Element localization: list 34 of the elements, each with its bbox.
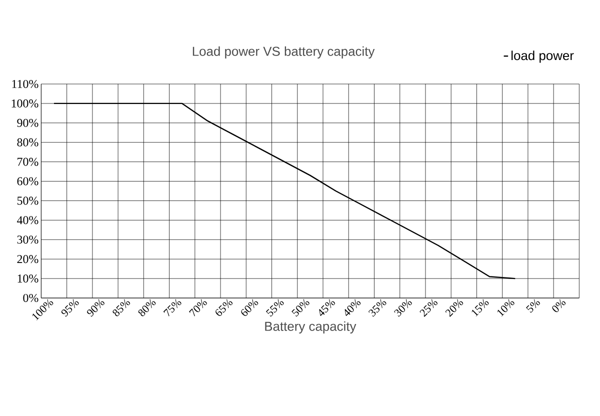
x-tick-label: 15% (472, 299, 489, 317)
x-tick-label: 85% (112, 299, 130, 316)
y-tick-label: 50% (17, 196, 38, 205)
x-tick-label: 65% (216, 299, 233, 316)
x-tick-label: 5% (526, 299, 540, 313)
y-tick-label: 90% (17, 118, 38, 127)
x-tick-label: 60% (241, 299, 258, 316)
y-tick-label: 70% (18, 158, 38, 166)
y-tick-label: 60% (17, 177, 38, 186)
x-tick-label: 70% (188, 299, 207, 316)
x-axis-title: Battery capacity (265, 321, 356, 334)
x-tick-label: 10% (497, 299, 514, 317)
x-tick-label: 50% (292, 299, 310, 317)
x-tick-label: 45% (319, 299, 336, 316)
y-tick-label: 110% (12, 80, 38, 88)
y-tick-label: 80% (17, 138, 38, 146)
x-tick-label: 20% (445, 299, 464, 317)
x-tick-label: 30% (394, 299, 412, 317)
chart-title: Load power VS battery capacity (192, 46, 375, 58)
x-tick-label: 0% (552, 299, 566, 312)
x-tick-label: 90% (87, 299, 104, 317)
y-tick-label: 40% (16, 216, 38, 224)
x-tick-label: 80% (138, 299, 156, 316)
y-tick-label: 100% (12, 99, 38, 108)
legend-label: load power (512, 50, 574, 63)
y-tick-label: 20% (17, 255, 38, 264)
y-tick-label: 10% (18, 274, 38, 283)
x-tick-label: 55% (266, 299, 284, 317)
x-tick-label: 95% (61, 299, 79, 317)
x-tick-label: 40% (344, 299, 361, 316)
x-tick-label: 35% (368, 299, 386, 317)
x-tick-label: 25% (420, 299, 438, 317)
x-tick-label: 75% (163, 299, 182, 316)
y-tick-label: 30% (17, 236, 38, 244)
